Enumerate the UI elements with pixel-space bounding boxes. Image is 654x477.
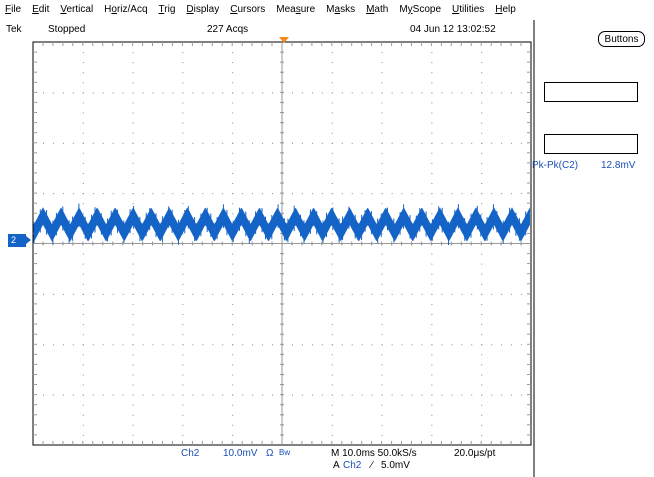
menu-item-vertical[interactable]: Vertical xyxy=(60,4,94,15)
menu-item-cursors[interactable]: Cursors xyxy=(230,4,266,15)
menu-item-file[interactable]: File xyxy=(5,4,22,15)
menu-bar: File Edit Vertical Horiz/Acq Trig Display Curs… xyxy=(0,0,654,20)
channel-2-marker[interactable]: 2 xyxy=(8,234,31,247)
coupling-icon: Ω xyxy=(266,448,274,459)
menu-item-edit[interactable]: Edit xyxy=(32,4,50,15)
menu-item-myscope[interactable]: MyScope xyxy=(399,4,442,15)
readout-trigger-level[interactable]: 5.0mV xyxy=(381,460,410,471)
measurement-value: 12.8mV xyxy=(601,160,636,171)
menu-item-trig[interactable]: Trig xyxy=(158,4,176,15)
menu-item-math[interactable]: Math xyxy=(366,4,389,15)
run-state: Stopped xyxy=(48,24,86,35)
menu-item-masks[interactable]: Masks xyxy=(326,4,356,15)
menu-item-utilities[interactable]: Utilities xyxy=(452,4,485,15)
measurement-slot-1[interactable] xyxy=(544,82,638,102)
channel-2-waveform xyxy=(33,203,530,245)
date-time: 04 Jun 12 13:02:52 xyxy=(410,24,496,35)
readout-scale[interactable]: 10.0mV xyxy=(223,448,258,459)
menu-item-horizacq[interactable]: Horiz/Acq xyxy=(104,4,148,15)
graticule-center-axes xyxy=(33,42,531,445)
bandwidth-icon: Bw xyxy=(279,448,291,457)
readout-resolution: 20.0μs/pt xyxy=(454,448,496,459)
waveform-envelope xyxy=(34,207,530,242)
status-row: Tek Stopped 227 Acqs 04 Jun 12 13:02:52 xyxy=(0,22,654,38)
measurement-label: Pk-Pk(C2) xyxy=(532,160,579,171)
trigger-slope-icon: ∕ xyxy=(371,460,373,471)
brand-label: Tek xyxy=(6,24,22,35)
menu-item-help[interactable]: Help xyxy=(495,4,516,15)
measurement-readout: Pk-Pk(C2) 12.8mV xyxy=(532,160,654,172)
menu-item-display[interactable]: Display xyxy=(186,4,220,15)
buttons-button[interactable]: Buttons xyxy=(598,31,645,47)
acquisition-count: 227 Acqs xyxy=(207,24,249,35)
readout-channel[interactable]: Ch2 xyxy=(181,448,200,459)
trigger-position-marker[interactable] xyxy=(279,37,289,43)
readout-horizontal[interactable]: M 10.0ms 50.0kS/s xyxy=(331,448,417,459)
measurement-slot-2[interactable] xyxy=(544,134,638,154)
readout-trigger-prefix: A xyxy=(333,460,340,471)
menu-item-measure[interactable]: Measure xyxy=(276,4,316,15)
readout-trigger-channel[interactable]: Ch2 xyxy=(343,460,362,471)
